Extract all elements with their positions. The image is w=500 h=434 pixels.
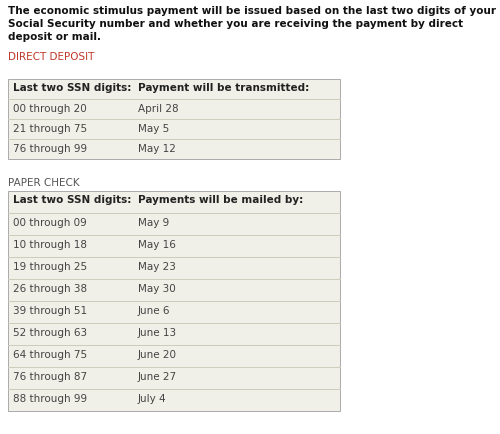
Text: 00 through 09: 00 through 09	[13, 217, 87, 227]
Text: Social Security number and whether you are receiving the payment by direct: Social Security number and whether you a…	[8, 19, 463, 29]
Text: Last two SSN digits:: Last two SSN digits:	[13, 194, 132, 204]
Text: April 28: April 28	[138, 104, 178, 114]
Bar	[8, 80, 340, 160]
Text: 00 through 20: 00 through 20	[13, 104, 87, 114]
Text: June 20: June 20	[138, 349, 177, 359]
Text: June 27: June 27	[138, 371, 177, 381]
Bar	[8, 191, 340, 411]
Text: May 23: May 23	[138, 261, 176, 271]
Text: The economic stimulus payment will be issued based on the last two digits of you: The economic stimulus payment will be is…	[8, 6, 496, 16]
Text: 10 through 18: 10 through 18	[13, 240, 87, 250]
Text: 39 through 51: 39 through 51	[13, 305, 87, 315]
Text: Last two SSN digits:: Last two SSN digits:	[13, 83, 132, 93]
Text: 26 through 38: 26 through 38	[13, 283, 87, 293]
Text: June 6: June 6	[138, 305, 170, 315]
Text: May 30: May 30	[138, 283, 176, 293]
Text: May 9: May 9	[138, 217, 169, 227]
Text: Payments will be mailed by:: Payments will be mailed by:	[138, 194, 303, 204]
Text: May 12: May 12	[138, 144, 176, 154]
Text: July 4: July 4	[138, 393, 166, 403]
Text: 76 through 99: 76 through 99	[13, 144, 87, 154]
Text: Payment will be transmitted:: Payment will be transmitted:	[138, 83, 309, 93]
Text: PAPER CHECK: PAPER CHECK	[8, 178, 80, 187]
Text: deposit or mail.: deposit or mail.	[8, 32, 101, 42]
Text: 64 through 75: 64 through 75	[13, 349, 87, 359]
Text: DIRECT DEPOSIT: DIRECT DEPOSIT	[8, 52, 94, 62]
Text: May 16: May 16	[138, 240, 176, 250]
Text: 76 through 87: 76 through 87	[13, 371, 87, 381]
Text: 19 through 25: 19 through 25	[13, 261, 87, 271]
Text: 52 through 63: 52 through 63	[13, 327, 87, 337]
Text: June 13: June 13	[138, 327, 177, 337]
Text: 21 through 75: 21 through 75	[13, 124, 87, 134]
Text: May 5: May 5	[138, 124, 169, 134]
Text: 88 through 99: 88 through 99	[13, 393, 87, 403]
